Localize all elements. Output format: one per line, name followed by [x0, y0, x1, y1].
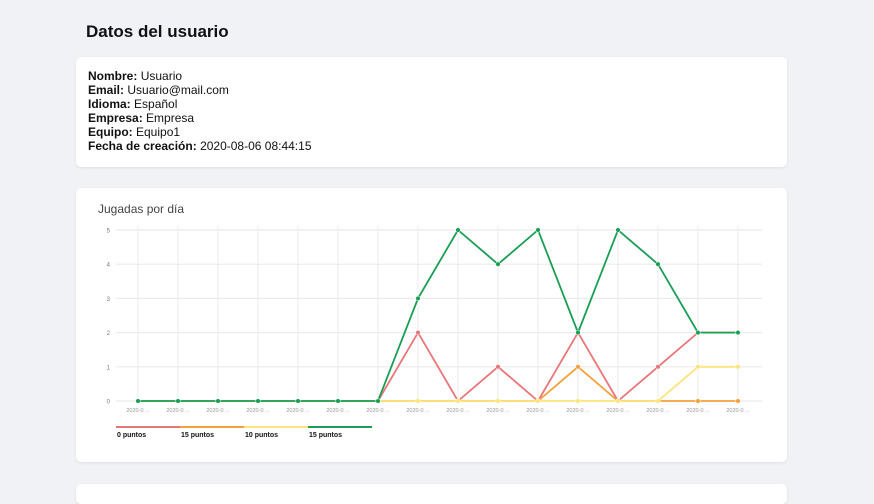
series-line-3 — [138, 228, 738, 402]
info-value: Usuario@mail.com — [127, 83, 229, 97]
page-title: Datos del usuario — [86, 22, 229, 41]
next-card — [76, 484, 787, 504]
info-row: Email: Usuario@mail.com — [88, 83, 229, 97]
data-point — [175, 398, 181, 404]
legend-swatch[interactable] — [244, 426, 308, 428]
data-point — [695, 398, 701, 404]
x-tick-label: 2020-0 ... — [326, 408, 350, 414]
data-point — [655, 261, 661, 267]
info-label: Nombre: — [88, 69, 138, 83]
data-point — [415, 330, 421, 336]
x-tick-label: 2020-0 ... — [566, 408, 590, 414]
legend-swatch[interactable] — [308, 426, 372, 428]
data-point — [455, 398, 461, 404]
data-point — [415, 295, 421, 301]
info-label: Idioma: — [88, 97, 131, 111]
y-tick-label: 1 — [107, 365, 111, 371]
info-label: Email: — [88, 83, 125, 97]
data-point — [495, 261, 501, 267]
info-row: Empresa: Empresa — [88, 111, 194, 125]
data-point — [495, 364, 501, 370]
data-point — [495, 398, 501, 404]
data-point — [535, 227, 541, 233]
y-tick-label: 5 — [107, 229, 111, 235]
data-point — [655, 364, 661, 370]
legend-label[interactable]: 15 puntos — [309, 432, 343, 439]
legend-label[interactable]: 15 puntos — [181, 432, 215, 439]
data-point — [535, 398, 541, 404]
data-point — [575, 330, 581, 336]
data-point — [335, 398, 341, 404]
info-label: Empresa: — [88, 111, 143, 125]
info-value: Empresa — [146, 111, 195, 125]
x-tick-label: 2020-0 ... — [446, 408, 470, 414]
chart-title: Jugadas por día — [98, 202, 185, 216]
info-row: Fecha de creación: 2020-08-06 08:44:15 — [88, 139, 312, 153]
info-row: Nombre: Usuario — [88, 69, 182, 83]
x-tick-label: 2020-0 ... — [286, 408, 310, 414]
info-label: Equipo: — [88, 125, 133, 139]
data-point — [655, 398, 661, 404]
data-point — [375, 398, 381, 404]
data-point — [735, 364, 741, 370]
data-point — [455, 227, 461, 233]
y-tick-label: 0 — [107, 400, 111, 406]
data-point — [695, 330, 701, 336]
line-chart: 0 1 2 3 4 5 2020-0 ... 2020-0 ... 2020-0 ... 2020… — [107, 226, 762, 414]
x-tick-label: 2020-0 ... — [486, 408, 510, 414]
x-tick-label: 2020-0 ... — [526, 408, 550, 414]
data-point — [255, 398, 261, 404]
x-tick-label: 2020-0 ... — [606, 408, 630, 414]
legend-label[interactable]: 0 puntos — [117, 432, 147, 439]
x-tick-label: 2020-0 ... — [246, 408, 270, 414]
legend-swatch[interactable] — [116, 426, 180, 428]
x-tick-label: 2020-0 ... — [366, 408, 390, 414]
user-info-card: Nombre: Usuario Email: Usuario@mail.com Id… — [76, 57, 787, 167]
y-tick-label: 4 — [107, 263, 111, 269]
x-tick-label: 2020-0 ... — [406, 408, 430, 414]
x-tick-label: 2020-0 ... — [126, 408, 150, 414]
data-point — [575, 398, 581, 404]
data-point — [615, 227, 621, 233]
data-point — [295, 398, 301, 404]
legend-label[interactable]: 10 puntos — [245, 432, 279, 439]
data-point — [575, 364, 581, 370]
x-tick-label: 2020-0 ... — [726, 408, 750, 414]
info-value: Español — [134, 97, 178, 111]
data-point — [215, 398, 221, 404]
data-point — [415, 398, 421, 404]
info-row: Idioma: Español — [88, 97, 177, 111]
y-tick-label: 2 — [107, 331, 111, 337]
x-tick-label: 2020-0 ... — [686, 408, 710, 414]
x-tick-label: 2020-0 ... — [646, 408, 670, 414]
series-line-2 — [138, 365, 738, 402]
legend-swatch[interactable] — [180, 426, 244, 428]
x-tick-label: 2020-0 ... — [206, 408, 230, 414]
info-row: Equipo: Equipo1 — [88, 125, 180, 139]
info-label: Fecha de creación: — [88, 139, 197, 153]
info-value: Usuario — [140, 69, 183, 83]
data-point — [135, 398, 141, 404]
y-tick-label: 3 — [107, 297, 111, 303]
chart-card: Jugadas por día 0 1 2 3 4 5 2020-0 ... 2020-0 .… — [76, 188, 787, 462]
data-point — [735, 330, 741, 336]
data-point — [735, 398, 741, 404]
info-value: 2020-08-06 08:44:15 — [200, 139, 312, 153]
series-line-1 — [138, 365, 738, 402]
data-point — [615, 398, 621, 404]
info-value: Equipo1 — [136, 125, 181, 139]
x-tick-label: 2020-0 ... — [166, 408, 190, 414]
data-point — [695, 364, 701, 370]
